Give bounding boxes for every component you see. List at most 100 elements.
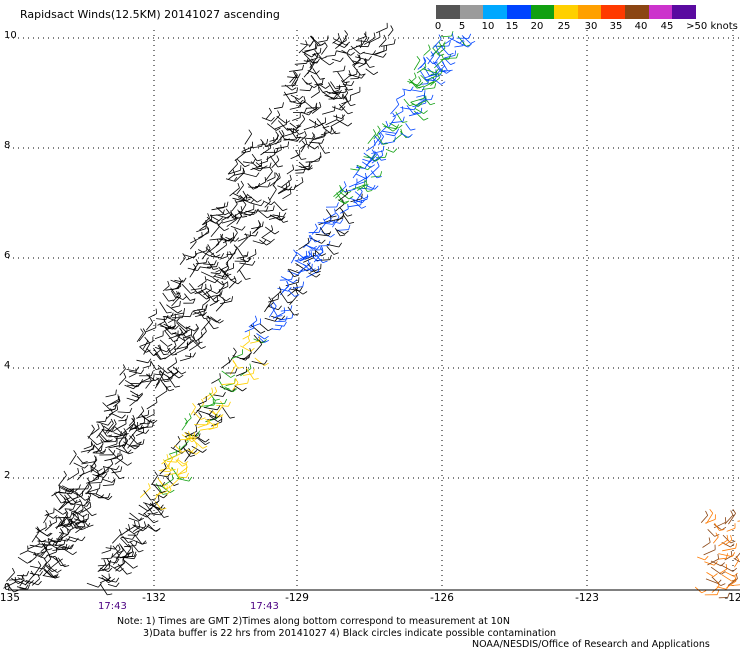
wind-barb-flag (324, 125, 330, 129)
wind-barb-flag (256, 159, 262, 162)
wind-barb (76, 503, 87, 507)
wind-barb (60, 533, 69, 539)
wind-barb-flag (256, 199, 262, 203)
wind-barb-flag (468, 33, 472, 39)
wind-barb (158, 474, 168, 478)
wind-barb (128, 370, 142, 375)
wind-barb (139, 346, 147, 353)
wind-barb (194, 288, 207, 295)
wind-barb-flag (717, 579, 722, 584)
wind-barb-flag (151, 421, 155, 428)
wind-barb (279, 291, 289, 304)
wind-barb (363, 37, 376, 45)
wind-barb-flag (214, 278, 219, 284)
wind-barb (707, 529, 715, 537)
wind-barb (171, 296, 181, 307)
wind-barb (377, 134, 384, 145)
wind-barb (189, 241, 197, 250)
wind-barb (432, 61, 442, 72)
wind-barb (66, 515, 75, 527)
wind-barb (208, 426, 218, 430)
wind-barb-flag (214, 414, 217, 419)
wind-barb (120, 537, 130, 548)
wind-barb (314, 134, 326, 140)
wind-barb (352, 169, 360, 179)
wind-barb-flag (213, 400, 216, 406)
wind-barb-flag (366, 36, 370, 42)
wind-barb (422, 68, 436, 74)
wind-barb (340, 208, 349, 214)
wind-barb-flag (77, 467, 80, 473)
wind-barb (129, 443, 144, 447)
wind-barb-flag (714, 534, 720, 537)
wind-barb-flag (245, 278, 251, 280)
wind-barb (700, 515, 708, 523)
wind-barb-flag (66, 536, 71, 542)
wind-barb-flag (224, 398, 228, 404)
wind-barb-flag (158, 496, 160, 502)
wind-barb-flag (331, 131, 337, 135)
wind-barb-flag (193, 237, 197, 242)
wind-barb-flag (340, 186, 343, 192)
wind-barb-flag (101, 423, 105, 429)
wind-barb-flag (730, 540, 736, 544)
wind-barb-flag (269, 162, 272, 168)
wind-barb (332, 41, 345, 48)
wind-barb-flag (75, 500, 81, 504)
wind-barb-flag (282, 102, 284, 108)
wind-barb-flag (347, 203, 349, 209)
wind-barb (408, 112, 422, 117)
wind-barb-flag (248, 129, 253, 135)
wind-barb (329, 218, 343, 222)
wind-barb-flag (351, 81, 355, 86)
wind-barb-flag (345, 41, 351, 46)
wind-barb (343, 215, 350, 224)
wind-barb-flag (161, 481, 166, 487)
wind-barb-flag (409, 103, 415, 107)
wind-barb-flag (182, 296, 187, 301)
wind-barb (195, 262, 207, 265)
wind-barb (363, 59, 370, 68)
wind-barb-flag (186, 336, 192, 339)
wind-barb-flag (201, 346, 206, 349)
wind-barb (170, 312, 184, 316)
wind-barb-flag (93, 444, 95, 450)
wind-barb (413, 110, 424, 121)
wind-barb (151, 475, 158, 485)
wind-barb (303, 48, 316, 54)
wind-barb (227, 174, 235, 180)
wind-barb (44, 558, 52, 566)
wind-barb (242, 172, 257, 178)
wind-barb-flag (298, 132, 304, 135)
wind-barb (365, 68, 374, 76)
wind-barb (279, 279, 292, 281)
wind-barb-flag (410, 128, 416, 131)
wind-barb (299, 89, 310, 92)
wind-barb-flag (216, 422, 219, 428)
wind-barb-flag (262, 239, 267, 244)
wind-barb (136, 359, 149, 364)
wind-barb (287, 76, 299, 79)
wind-barb-flag (44, 554, 49, 559)
wind-barb (164, 327, 172, 335)
wind-barb (272, 290, 282, 299)
wind-barb (146, 347, 154, 356)
wind-barb-flag (152, 375, 155, 381)
x-tick-label: -12 (724, 592, 740, 604)
wind-barb-flag (281, 315, 286, 320)
wind-barb-flag (198, 433, 201, 439)
wind-barb (308, 39, 315, 48)
wind-barb-flag (369, 157, 374, 162)
wind-barb-flag (219, 269, 223, 274)
wind-barb-flag (311, 263, 313, 269)
wind-barb (167, 361, 177, 370)
wind-barb-flag (233, 244, 238, 249)
wind-barb-flag (220, 290, 223, 296)
wind-barb-flag (184, 417, 188, 423)
wind-barb-flag (299, 99, 304, 105)
wind-barb (125, 527, 135, 535)
wind-barb (111, 413, 123, 419)
wind-barb (189, 267, 197, 278)
wind-barb (416, 100, 427, 106)
wind-barb (156, 390, 168, 399)
